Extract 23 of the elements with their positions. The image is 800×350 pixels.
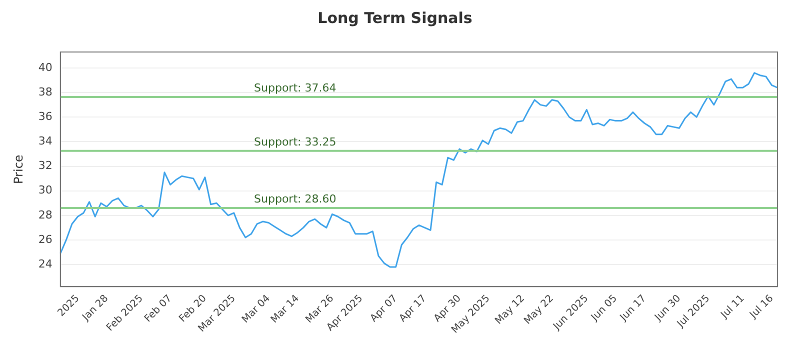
y-tick-label: 26 bbox=[38, 232, 52, 246]
chart-title: Long Term Signals bbox=[318, 8, 472, 27]
y-tick-label: 40 bbox=[38, 60, 52, 74]
y-tick-label: 38 bbox=[38, 85, 52, 98]
y-tick-label: 30 bbox=[38, 184, 52, 197]
y-axis-title: Price bbox=[11, 154, 26, 184]
x-tick-label: Jul 11 bbox=[718, 293, 747, 322]
x-tick-label: Feb 07 bbox=[142, 293, 174, 325]
x-tick-label: Apr 07 bbox=[368, 293, 400, 324]
x-tick-label: Jan 28 bbox=[80, 293, 111, 324]
y-tick-label: 36 bbox=[38, 110, 52, 123]
y-tick-label: 32 bbox=[38, 159, 52, 172]
ref-line-label: Support: 28.60 bbox=[254, 192, 336, 206]
y-tick-label: 34 bbox=[38, 134, 52, 148]
x-tick-label: Jun 05 bbox=[588, 293, 620, 324]
x-tick-label: Apr 17 bbox=[397, 293, 429, 324]
x-tick-label: Jun 17 bbox=[618, 293, 648, 324]
x-tick-label: Mar 14 bbox=[269, 293, 302, 326]
y-tick-label: 24 bbox=[38, 257, 52, 270]
x-tick-label: Jul 16 bbox=[747, 293, 776, 322]
ref-line-label: Support: 37.64 bbox=[254, 81, 336, 94]
y-tick-label: 28 bbox=[38, 208, 52, 222]
ref-line-label: Support: 33.25 bbox=[254, 135, 336, 148]
